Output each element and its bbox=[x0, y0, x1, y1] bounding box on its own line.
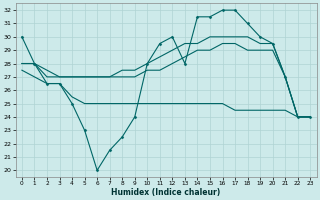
X-axis label: Humidex (Indice chaleur): Humidex (Indice chaleur) bbox=[111, 188, 221, 197]
